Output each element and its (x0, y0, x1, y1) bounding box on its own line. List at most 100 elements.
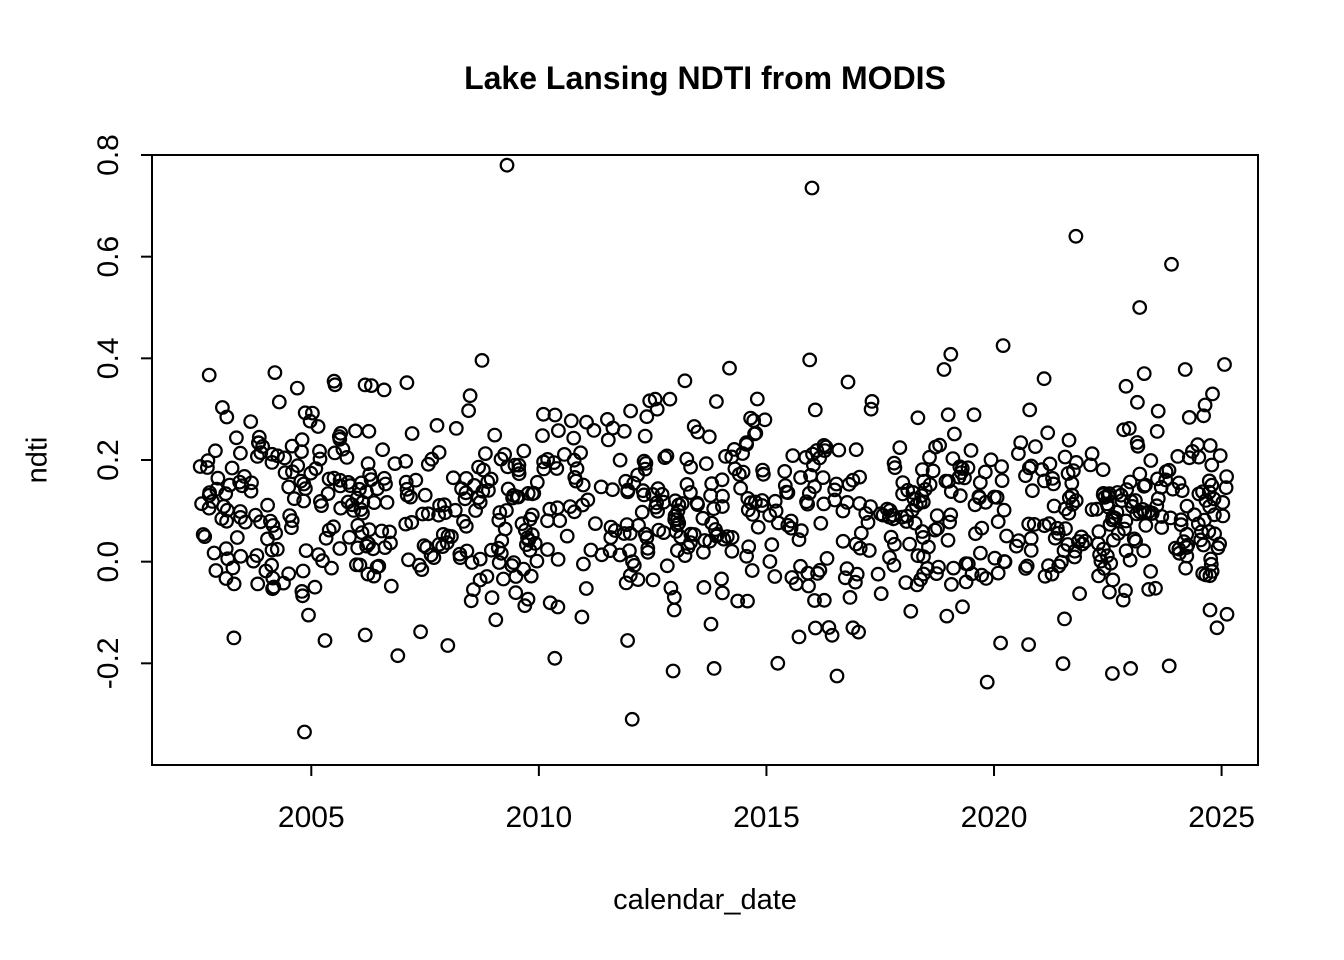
data-point (686, 419, 702, 434)
data-point (496, 571, 511, 587)
data-point (420, 506, 436, 522)
data-point (1132, 466, 1148, 482)
data-point (1036, 371, 1052, 387)
data-point (461, 403, 477, 419)
data-point (619, 517, 635, 532)
data-point (994, 459, 1009, 475)
data-point (638, 456, 654, 471)
data-point (1101, 584, 1117, 600)
data-point (1084, 446, 1100, 462)
data-point (1095, 462, 1111, 478)
data-point (622, 543, 637, 559)
data-point (915, 462, 930, 478)
data-point (218, 571, 234, 586)
data-point (471, 459, 487, 475)
data-point (902, 536, 917, 552)
data-point (733, 480, 748, 496)
data-point (666, 602, 682, 618)
data-point (546, 455, 562, 471)
data-point (930, 521, 945, 536)
data-point (837, 570, 853, 586)
data-point (317, 633, 333, 648)
data-point (929, 508, 945, 523)
data-point (233, 510, 248, 525)
data-point (420, 456, 436, 472)
data-point (739, 548, 754, 564)
data-point (1132, 300, 1148, 315)
data-point (1061, 505, 1077, 521)
data-point (762, 507, 778, 523)
data-point (842, 590, 858, 605)
x-axis-label: calendar_date (613, 884, 797, 916)
data-point (748, 425, 764, 441)
data-point (529, 553, 545, 569)
data-point (369, 481, 385, 497)
data-point (1068, 228, 1084, 244)
data-point (399, 481, 415, 497)
data-point (931, 559, 946, 575)
data-point (310, 419, 326, 434)
data-point (807, 479, 822, 495)
data-point (1022, 402, 1038, 418)
data-point (1197, 397, 1213, 413)
data-point (809, 443, 825, 458)
data-point (852, 540, 868, 556)
data-point (849, 566, 865, 582)
data-point (1204, 477, 1220, 493)
data-point (807, 593, 822, 608)
data-point (207, 443, 223, 459)
data-point (715, 499, 730, 514)
data-point (284, 438, 300, 454)
data-point (352, 481, 367, 497)
data-point (618, 473, 634, 489)
data-point (307, 579, 323, 595)
data-point (357, 627, 373, 643)
data-point (194, 496, 210, 512)
data-point (1205, 386, 1220, 402)
data-point (1164, 256, 1179, 272)
data-point (634, 504, 650, 520)
data-point (462, 388, 478, 404)
data-point (683, 485, 698, 500)
data-point (487, 427, 503, 443)
data-point (559, 528, 575, 544)
data-point (1021, 516, 1037, 532)
data-point (415, 506, 431, 522)
data-point (1049, 520, 1065, 536)
data-point (448, 421, 464, 436)
data-point (416, 538, 432, 554)
data-point (593, 479, 609, 495)
data-point (342, 529, 357, 545)
data-point (1203, 551, 1219, 567)
data-point (706, 661, 722, 676)
data-point (620, 633, 635, 648)
data-point (417, 487, 433, 503)
data-point (1045, 471, 1060, 486)
data-point (945, 451, 961, 467)
data-point (1068, 455, 1084, 470)
data-point (756, 466, 771, 482)
data-point (966, 407, 982, 423)
data-point (398, 516, 414, 532)
data-point (508, 585, 524, 601)
chart-title: Lake Lansing NDTI from MODIS (464, 60, 946, 96)
data-point (1161, 462, 1177, 478)
data-point (504, 558, 520, 573)
data-point (490, 540, 506, 556)
data-point (807, 402, 823, 418)
data-point (1118, 378, 1134, 394)
data-point (320, 486, 336, 502)
data-point (1023, 458, 1039, 474)
data-point (1105, 532, 1121, 548)
data-point (1206, 491, 1222, 507)
data-point (777, 478, 793, 494)
data-point (222, 477, 238, 493)
data-point (630, 572, 646, 587)
data-point (286, 491, 302, 507)
data-point (479, 569, 495, 584)
data-point (1126, 531, 1142, 547)
data-point (398, 474, 414, 490)
data-point (318, 530, 334, 546)
data-point (517, 522, 533, 538)
data-point (251, 429, 267, 445)
